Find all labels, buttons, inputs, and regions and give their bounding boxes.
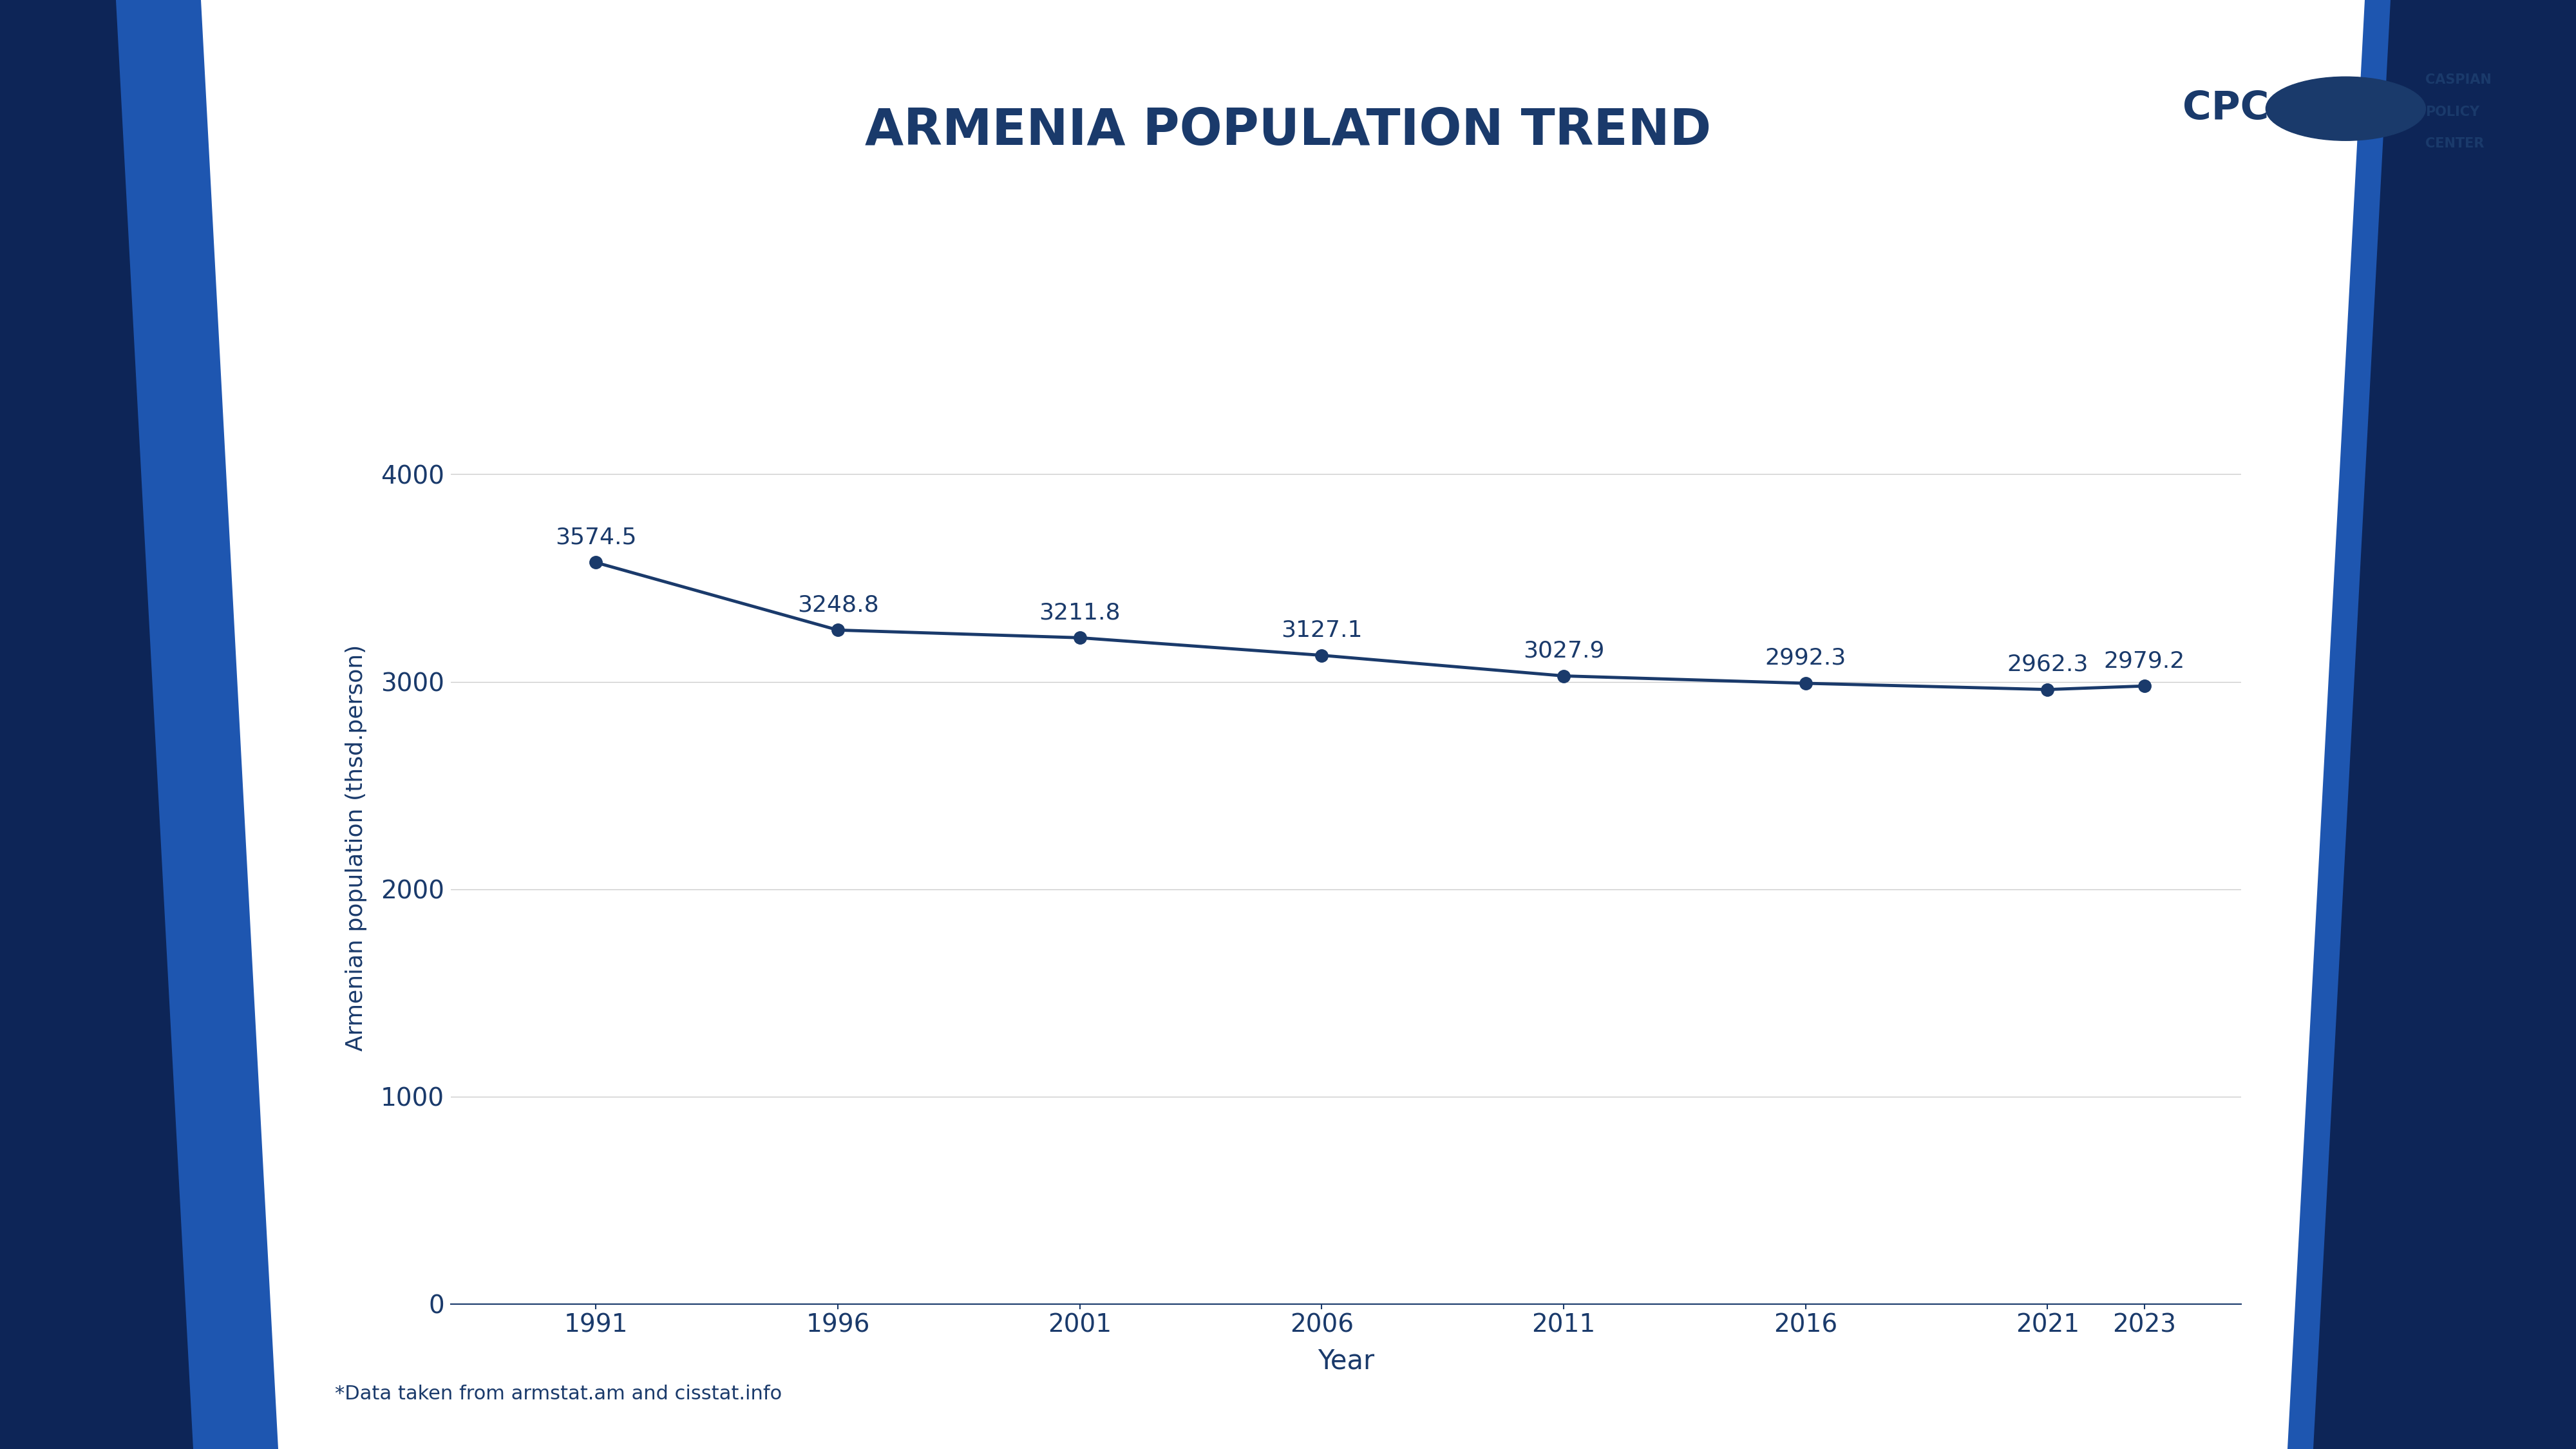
Polygon shape (0, 0, 270, 1449)
Text: 2962.3: 2962.3 (2007, 653, 2089, 675)
Text: 3027.9: 3027.9 (1522, 639, 1605, 662)
Text: *Data taken from armstat.am and cisstat.info: *Data taken from armstat.am and cisstat.… (335, 1385, 783, 1403)
Text: DECREASE OF  16.7%  SINCE 1991: DECREASE OF 16.7% SINCE 1991 (963, 175, 1613, 210)
Text: 3211.8: 3211.8 (1038, 601, 1121, 623)
Text: CASPIAN: CASPIAN (2427, 74, 2491, 87)
X-axis label: Year: Year (1316, 1348, 1376, 1375)
Text: 2992.3: 2992.3 (1765, 648, 1847, 669)
Text: 3127.1: 3127.1 (1280, 619, 1363, 640)
Polygon shape (116, 0, 278, 1449)
Text: CENTER: CENTER (2427, 138, 2483, 151)
Text: ARMENIA POPULATION TREND: ARMENIA POPULATION TREND (866, 106, 1710, 155)
Polygon shape (2306, 0, 2576, 1449)
Circle shape (2267, 77, 2427, 141)
Text: CPC: CPC (2182, 90, 2269, 128)
Text: 3248.8: 3248.8 (796, 594, 878, 616)
Text: 3574.5: 3574.5 (556, 526, 636, 548)
Y-axis label: Armenian population (thsd.person): Armenian population (thsd.person) (345, 645, 368, 1051)
Text: POLICY: POLICY (2427, 106, 2481, 119)
Text: 2979.2: 2979.2 (2105, 649, 2184, 672)
Polygon shape (2287, 0, 2391, 1449)
